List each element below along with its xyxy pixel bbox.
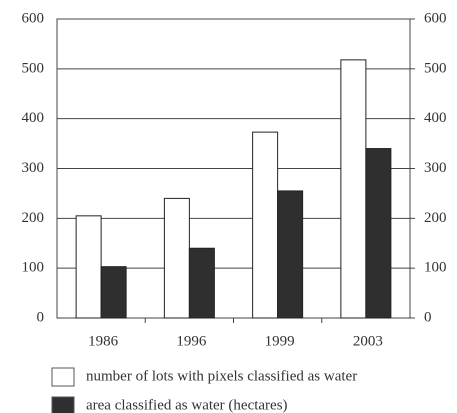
bar <box>163 197 190 319</box>
bar <box>188 247 215 319</box>
y2-tick-label: 600 <box>424 10 447 26</box>
x-tick-label: 1996 <box>176 333 207 349</box>
y2-tick-label: 500 <box>424 60 447 76</box>
y-tick-label: 500 <box>22 60 45 76</box>
x-tick-label: 2003 <box>353 333 383 349</box>
y-tick-label: 0 <box>37 309 45 325</box>
x-tick-label: 1999 <box>265 333 295 349</box>
y-tick-label: 300 <box>22 160 45 176</box>
y2-tick-label: 400 <box>424 110 447 126</box>
legend-swatch <box>51 396 75 413</box>
y2-tick-label: 300 <box>424 160 447 176</box>
y-tick-label: 100 <box>22 260 45 276</box>
bar <box>365 148 392 319</box>
y2-tick-label: 100 <box>424 260 447 276</box>
legend-label: number of lots with pixels classified as… <box>86 368 357 384</box>
y2-tick-label: 200 <box>424 210 447 226</box>
y-tick-label: 400 <box>22 110 45 126</box>
y-tick-label: 200 <box>22 210 45 226</box>
y-tick-label: 600 <box>22 10 45 26</box>
bar <box>75 215 102 319</box>
bar <box>100 266 127 319</box>
bar <box>277 190 304 319</box>
bar <box>340 59 367 319</box>
legend-swatch <box>51 367 75 387</box>
y2-tick-label: 0 <box>424 309 432 325</box>
x-tick-label: 1986 <box>88 333 119 349</box>
legend-label: area classified as water (hectares) <box>86 397 288 413</box>
bar <box>252 131 279 319</box>
